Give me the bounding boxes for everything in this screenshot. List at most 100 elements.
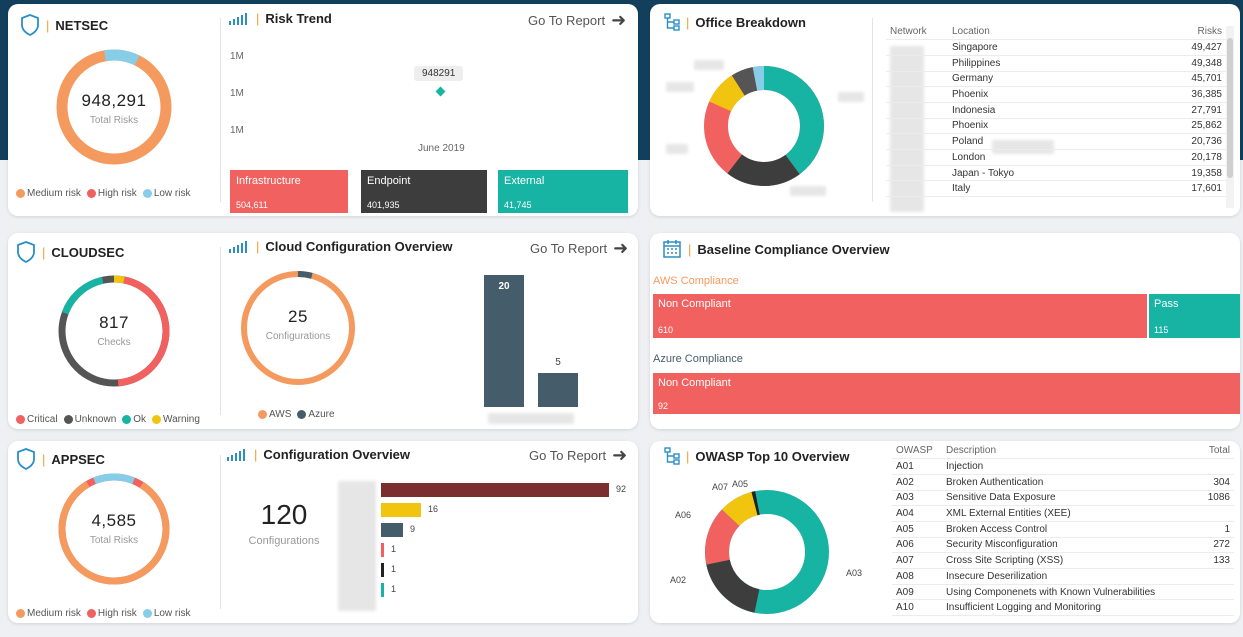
chart-bar[interactable] (381, 503, 421, 517)
appsec-total: 4,585 (91, 511, 137, 530)
table-row[interactable]: Singapore 49,427 (886, 39, 1226, 56)
table-row[interactable]: London 20,178 (886, 149, 1226, 166)
baseline-title: Baseline Compliance Overview (697, 241, 890, 257)
table-row[interactable]: A10 Insufficient Logging and Monitoring (892, 599, 1234, 617)
chart-bar[interactable] (381, 483, 609, 497)
tile-label: Endpoint (367, 175, 411, 187)
config-overview-total-wrap: 120 Configurations (234, 499, 334, 547)
bar-label: Pass (1154, 298, 1179, 310)
chart-bar[interactable] (538, 373, 578, 407)
baseline-card: | Baseline Compliance Overview AWS Compl… (650, 233, 1240, 429)
calendar-icon (663, 240, 681, 258)
go-to-report-label: Go To Report (529, 448, 607, 463)
legend-item: Low risk (142, 188, 191, 199)
table-row[interactable]: A03 Sensitive Data Exposure 1086 (892, 490, 1234, 507)
divider (220, 247, 221, 415)
arrow-right-icon: ➜ (613, 238, 629, 258)
column-header[interactable]: Description (942, 443, 1199, 460)
legend-item: High risk (86, 188, 137, 199)
column-header[interactable]: OWASP (892, 443, 942, 460)
go-to-report-link[interactable]: Go To Report ➜ (528, 10, 626, 31)
tile-infrastructure[interactable]: Infrastructure 504,611 (230, 170, 348, 213)
redacted-label (838, 92, 864, 102)
table-row[interactable]: Italy 17,601 (886, 180, 1226, 198)
table-row[interactable]: A02 Broken Authentication 304 (892, 474, 1234, 491)
cloud-config-title: Cloud Configuration Overview (265, 239, 453, 254)
redacted-label (790, 186, 826, 196)
chart-bar[interactable] (381, 563, 384, 577)
legend-item: Critical (16, 414, 58, 425)
table-row[interactable]: Phoenix 36,385 (886, 86, 1226, 103)
scrollbar[interactable] (1226, 26, 1234, 208)
legend-item: Unknown (63, 414, 116, 425)
netsec-legend: Medium risk High risk Low risk (16, 188, 191, 199)
table-row[interactable]: A04 XML External Entities (XEE) (892, 505, 1234, 522)
table-row[interactable]: A09 Using Componenets with Known Vulnerab… (892, 584, 1234, 601)
netsec-title: NETSEC (55, 17, 109, 33)
legend-item: Warning (152, 414, 200, 425)
table-row[interactable]: A01 Injection (892, 458, 1234, 475)
data-point[interactable] (435, 86, 446, 97)
bar-value: 1 (391, 584, 397, 594)
scrollbar-thumb[interactable] (1227, 38, 1233, 178)
table-row[interactable]: Japan - Tokyo 19,358 (886, 165, 1226, 182)
config-overview-total: 120 (260, 499, 308, 530)
azure-noncompliant-bar[interactable]: Non Compliant 92 (653, 373, 1240, 414)
risk-trend-title: Risk Trend (265, 11, 332, 26)
tile-endpoint[interactable]: Endpoint 401,935 (361, 170, 487, 213)
go-to-report-link[interactable]: Go To Report ➜ (530, 238, 628, 259)
table-row[interactable]: A05 Broken Access Control 1 (892, 521, 1234, 538)
table-row[interactable]: Indonesia 27,791 (886, 102, 1226, 119)
tile-external[interactable]: External 41,745 (498, 170, 628, 213)
table-row[interactable]: Philippines 49,348 (886, 55, 1226, 72)
cloudsec-total-wrap: 817 Checks (64, 313, 164, 348)
bar-chart-icon (227, 448, 245, 461)
office-card: | Office Breakdown Network Location Risk… (650, 4, 1240, 216)
config-overview-title-wrap: | Configuration Overview (226, 447, 410, 462)
appsec-title-wrap: | APPSEC (16, 448, 105, 470)
chart-bar[interactable] (381, 523, 403, 537)
netsec-total-wrap: 948,291 Total Risks (64, 91, 164, 126)
y-tick: 1M (230, 51, 244, 62)
chart-bar[interactable]: 20 (484, 275, 524, 407)
bar-value: 115 (1154, 325, 1169, 335)
bar-value: 1 (391, 544, 397, 554)
legend-item: Azure (297, 409, 335, 420)
go-to-report-link[interactable]: Go To Report ➜ (529, 445, 627, 466)
table-row[interactable]: A07 Cross Site Scripting (XSS) 133 (892, 552, 1234, 569)
cloudsec-donut (58, 275, 170, 387)
bar-value: 1 (391, 564, 397, 574)
table-row[interactable]: Poland 20,736 (886, 133, 1226, 150)
cloud-config-donut (241, 271, 355, 385)
y-tick: 1M (230, 88, 244, 99)
point-tooltip: 948291 (414, 66, 464, 81)
table-row[interactable]: Germany 45,701 (886, 71, 1226, 88)
chart-bar[interactable] (381, 543, 384, 557)
legend-item: High risk (86, 608, 137, 619)
appsec-donut (58, 473, 170, 585)
redacted-category-labels (338, 481, 376, 611)
redacted-label (666, 144, 688, 154)
office-title-wrap: | Office Breakdown (664, 13, 806, 31)
arrow-right-icon: ➜ (611, 10, 627, 30)
hierarchy-icon (664, 13, 680, 31)
column-header[interactable]: Total (1198, 443, 1234, 460)
column-header[interactable]: Location (948, 24, 1128, 41)
tile-label: Infrastructure (236, 175, 301, 187)
appsec-legend: Medium risk High risk Low risk (16, 608, 191, 619)
bar-chart-icon (229, 240, 247, 253)
table-row[interactable]: Phoenix 25,862 (886, 118, 1226, 135)
donut-label: A06 (675, 510, 692, 520)
column-header[interactable]: Network (886, 24, 948, 41)
column-header[interactable]: Risks (1127, 24, 1226, 41)
chart-bar[interactable] (381, 583, 384, 597)
aws-noncompliant-bar[interactable]: Non Compliant 610 (653, 294, 1147, 338)
aws-pass-bar[interactable]: Pass 115 (1149, 294, 1240, 338)
table-row[interactable]: A08 Insecure Deserilization (892, 568, 1234, 585)
tile-value: 401,935 (367, 200, 400, 210)
table-header-row: OWASP Description Total (892, 443, 1234, 460)
azure-compliance-label: Azure Compliance (653, 353, 743, 365)
bar-value: 5 (555, 357, 561, 368)
table-row[interactable]: A06 Security Misconfiguration 272 (892, 537, 1234, 554)
cloud-config-total-label: Configurations (265, 331, 331, 342)
